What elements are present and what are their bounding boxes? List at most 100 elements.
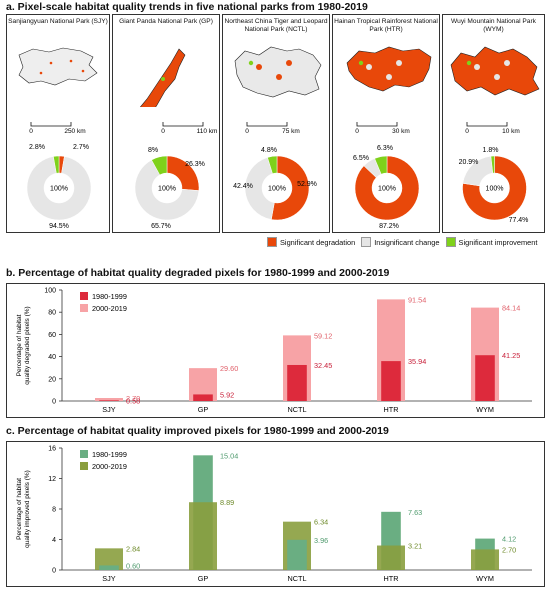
park-name: Sanjiangyuan National Park (SJY) xyxy=(8,18,108,25)
y-tick-label: 16 xyxy=(48,446,56,453)
map-patch xyxy=(286,60,292,66)
data-label-series1: 41.25 xyxy=(502,351,520,360)
scale-zero: 0 xyxy=(465,128,469,134)
data-label-series1: 7.63 xyxy=(408,508,422,517)
y-axis-label: Percentage of habitatquality improved pi… xyxy=(16,470,31,548)
improvement-spot xyxy=(161,77,165,81)
donut-label-improvement: 6.3% xyxy=(377,145,393,152)
data-label-series1: 0.60 xyxy=(126,561,140,570)
legend-swatch xyxy=(80,450,88,458)
scale-label: 10 km xyxy=(502,128,520,134)
legend-label: 1980-1999 xyxy=(92,292,127,301)
map-patch xyxy=(493,74,500,80)
donut-slice-degradation xyxy=(462,155,527,221)
legend-label: 1980-1999 xyxy=(92,450,127,459)
park-panel: Giant Panda National Park (GP) 0 110 km 100… xyxy=(112,14,220,233)
legend-label-insignificant: Insignificant change xyxy=(374,237,440,247)
bar-series2 xyxy=(377,545,405,570)
park-map xyxy=(450,46,539,96)
scale-label: 110 km xyxy=(197,128,218,134)
donut-label-degradation: 2.7% xyxy=(73,144,89,151)
donut-center-label: 100% xyxy=(268,186,286,193)
park-boundary xyxy=(139,48,186,107)
map-patch xyxy=(396,60,402,66)
x-tick-label: NCTL xyxy=(287,405,306,414)
data-label-series2: 2.84 xyxy=(126,544,140,553)
donut-label-insignificant: 20.9% xyxy=(459,159,479,166)
degradation-spot xyxy=(39,71,43,75)
panel-a-title: a. Pixel-scale habitat quality trends in… xyxy=(6,1,368,13)
donut-center-label: 100% xyxy=(378,186,396,193)
donut-slice-degradation xyxy=(271,155,310,221)
map-patch xyxy=(473,64,480,70)
donut-center-label: 100% xyxy=(158,186,176,193)
park-name: Wuyi Mountain National Park (WYM) xyxy=(451,18,536,33)
bar-series2 xyxy=(95,548,123,570)
chart-degraded: Percentage of habitatquality degraded pi… xyxy=(16,288,532,414)
x-tick-label: WYM xyxy=(476,405,494,414)
bar-series1 xyxy=(193,394,213,401)
park-panel: Sanjiangyuan National Park (SJY) 0 250 km 1… xyxy=(6,14,110,233)
park-name: Giant Panda National Park (GP) xyxy=(119,18,213,25)
park-map xyxy=(346,46,432,92)
legend-label-degradation: Significant degradation xyxy=(280,237,356,247)
donut-chart: 100% 4.8% 52.9% 42.4% xyxy=(233,147,317,221)
data-label-series1: 15.04 xyxy=(220,451,238,460)
data-label-series2: 2.70 xyxy=(126,394,140,403)
degradation-spot xyxy=(49,61,53,65)
donut-slice-improvement xyxy=(267,155,278,174)
park-boundary xyxy=(346,46,432,92)
legend-swatch-improvement xyxy=(445,237,456,247)
donut-slice-insignificant xyxy=(244,157,275,220)
scale-line xyxy=(466,122,508,127)
data-label-series1: 5.92 xyxy=(220,390,234,399)
legend-label: 2000-2019 xyxy=(92,462,127,471)
x-tick-label: GP xyxy=(198,574,209,583)
donut-center-label: 100% xyxy=(486,186,504,193)
scale-zero: 0 xyxy=(245,128,249,134)
legend-label-improvement: Significant improvement xyxy=(458,237,538,247)
scale-line xyxy=(356,122,398,127)
bar-series2 xyxy=(189,502,217,570)
donut-slice-degradation xyxy=(354,155,420,221)
x-tick-label: HTR xyxy=(384,574,399,583)
donut-label-improvement: 4.8% xyxy=(261,147,277,154)
panel-c-frame xyxy=(6,441,545,587)
data-label-series2: 3.21 xyxy=(408,542,422,551)
donut-chart: 100% 8% 26.3% 65.7% xyxy=(134,147,205,230)
map-patch xyxy=(366,64,372,70)
donut-label-improvement: 2.8% xyxy=(29,144,45,151)
y-tick-label: 80 xyxy=(48,310,56,317)
donut-slice-insignificant xyxy=(134,159,200,221)
map-patch xyxy=(503,60,510,66)
map-patch xyxy=(256,64,262,70)
donut-label-degradation: 87.2% xyxy=(379,223,399,230)
scale-zero: 0 xyxy=(355,128,359,134)
map-patch xyxy=(276,74,282,80)
data-label-series1: 32.45 xyxy=(314,361,332,370)
improvement-spot xyxy=(248,60,254,66)
data-label-series2: 59.12 xyxy=(314,331,332,340)
legend-improvement: Significant improvement xyxy=(445,237,538,247)
scale-label: 30 km xyxy=(392,128,410,134)
improvement-spot xyxy=(358,60,364,66)
data-label-series1: 3.96 xyxy=(314,536,328,545)
legend-swatch-insignificant xyxy=(361,237,372,247)
donut-label-improvement: 1.8% xyxy=(483,147,499,154)
degradation-spot xyxy=(69,59,73,63)
scale-line xyxy=(246,122,288,127)
bar-series1 xyxy=(381,361,401,401)
bar-series1 xyxy=(287,539,307,570)
y-tick-label: 40 xyxy=(48,354,56,361)
scale-bar: 0 10 km xyxy=(465,122,520,134)
panel-b-frame xyxy=(6,283,545,418)
scale-zero: 0 xyxy=(29,128,33,134)
legend-label: 2000-2019 xyxy=(92,304,127,313)
scale-line xyxy=(30,122,72,127)
data-label-series2: 91.54 xyxy=(408,295,426,304)
bar-series1 xyxy=(99,565,119,570)
park-name: Northeast China Tiger and Leopard Nation… xyxy=(224,18,328,33)
data-label-series1: 4.12 xyxy=(502,535,516,544)
park-map xyxy=(234,46,322,98)
y-tick-label: 60 xyxy=(48,332,56,339)
